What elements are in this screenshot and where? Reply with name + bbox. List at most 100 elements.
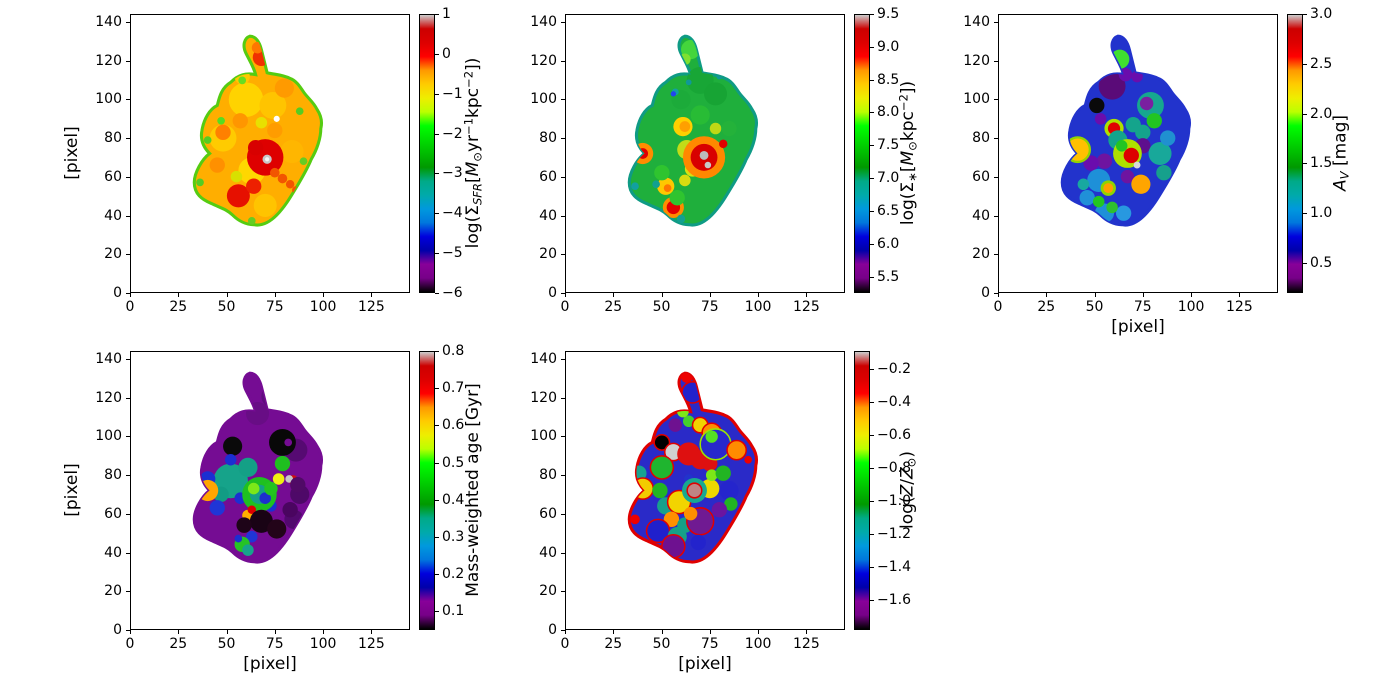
colorbar-tick-label: −0.8: [877, 460, 911, 477]
y-tick-label: 60: [539, 168, 557, 185]
colorbar-tick-label: 9.0: [877, 38, 900, 55]
plot-area-z: [565, 351, 845, 630]
y-tick-label: 100: [95, 428, 122, 445]
x-axis-label: [pixel]: [1111, 317, 1165, 337]
y-tick-mark: [126, 176, 130, 178]
x-tick-mark: [1191, 293, 1193, 297]
label-segment: kpc: [463, 87, 484, 118]
x-tick-mark: [371, 630, 373, 634]
colorbar-tick-mark: [435, 213, 439, 215]
label-segment: yr: [463, 134, 484, 153]
y-tick-mark: [994, 176, 998, 178]
label-segment: Z: [897, 467, 918, 480]
map-blobs: [1064, 49, 1176, 223]
y-tick-label: 20: [539, 583, 557, 600]
x-tick-label: 25: [169, 636, 188, 652]
colorbar-tick-mark: [870, 369, 874, 371]
y-tick-mark: [994, 60, 998, 62]
x-tick-label: 25: [604, 636, 623, 652]
y-tick-label: 120: [95, 52, 122, 69]
y-tick-mark: [994, 99, 998, 101]
colorbar-tick-label: 2.5: [1310, 55, 1333, 72]
y-tick-label: 140: [530, 13, 557, 30]
plot-area-mstar: [565, 14, 845, 293]
label-segment: −2: [461, 70, 476, 88]
x-tick-mark: [1094, 293, 1096, 297]
x-tick-mark: [806, 293, 808, 297]
colorbar-tick-mark: [870, 112, 874, 114]
x-tick-mark: [1239, 293, 1241, 297]
y-tick-label: 40: [972, 207, 990, 224]
x-tick-mark: [371, 293, 373, 297]
label-segment: /: [897, 479, 918, 485]
colorbar-sfr: [419, 14, 435, 293]
y-tick-mark: [561, 513, 565, 515]
y-tick-label: 100: [95, 91, 122, 108]
galaxy-silhouette: [192, 371, 324, 564]
label-segment: ⊙: [905, 141, 920, 151]
x-tick-mark: [806, 630, 808, 634]
y-tick-mark: [126, 21, 130, 23]
y-tick-mark: [126, 254, 130, 256]
x-tick-mark: [661, 630, 663, 634]
x-tick-label: 125: [793, 636, 820, 652]
colorbar-tick-label: 0.7: [442, 380, 465, 397]
colorbar-tick-label: 0.5: [442, 454, 465, 471]
x-tick-label: 50: [1085, 299, 1104, 315]
plot-area-age: [130, 351, 410, 630]
x-tick-mark: [323, 630, 325, 634]
label-segment: ]): [898, 80, 919, 95]
colorbar-tick-mark: [1303, 113, 1307, 115]
colorbar-tick-mark: [1303, 163, 1307, 165]
galaxy-map-av: [1060, 34, 1192, 227]
label-segment: −1: [461, 117, 476, 135]
y-tick-mark: [994, 215, 998, 217]
y-tick-label: 0: [981, 285, 990, 301]
y-tick-label: 140: [95, 350, 122, 367]
x-tick-mark: [130, 293, 131, 297]
y-tick-label: 120: [963, 52, 990, 69]
colorbar-tick-label: 9.5: [877, 6, 900, 22]
y-tick-mark: [561, 138, 565, 139]
y-tick-label: 100: [530, 91, 557, 108]
colorbar-tick-label: −5: [442, 245, 463, 262]
y-tick-mark: [126, 99, 130, 101]
y-tick-mark: [126, 358, 130, 360]
colorbar-tick-label: 0.5: [1310, 255, 1333, 272]
x-tick-mark: [226, 293, 228, 297]
x-axis-label: [pixel]: [678, 654, 732, 674]
colorbar-tick-mark: [870, 567, 874, 569]
colorbar-tick-mark: [870, 14, 874, 15]
y-tick-mark: [126, 293, 130, 294]
colorbar-z: [854, 351, 870, 630]
y-tick-mark: [561, 254, 565, 256]
y-tick-label: 40: [104, 544, 122, 561]
colorbar-label-sfr: log(ΣSFR[M⊙yr−1kpc−2]): [461, 58, 484, 249]
y-tick-mark: [126, 591, 130, 593]
y-tick-mark: [561, 358, 565, 360]
x-tick-label: 75: [700, 636, 719, 652]
colorbar-tick-label: 1: [442, 6, 451, 22]
y-tick-mark: [561, 60, 565, 62]
label-segment: ): [897, 451, 918, 458]
colorbar-tick-label: 1.0: [1310, 205, 1333, 222]
colorbar-tick-label: 0.4: [442, 491, 465, 508]
y-tick-mark: [561, 552, 565, 554]
colorbar-tick-mark: [870, 178, 874, 180]
y-tick-label: 40: [539, 207, 557, 224]
y-tick-label: 40: [104, 207, 122, 224]
y-tick-label: 80: [539, 467, 557, 483]
colorbar-tick-mark: [435, 574, 439, 576]
label-segment: log(Σ: [463, 205, 484, 249]
x-tick-label: 100: [744, 636, 772, 652]
y-tick-mark: [126, 138, 130, 139]
x-tick-label: 100: [744, 299, 772, 315]
galaxy-map-sfr: [192, 34, 324, 227]
colorbar-tick-mark: [870, 534, 874, 536]
galaxy-map-z: [627, 371, 759, 564]
colorbar-tick-label: 6.0: [877, 235, 900, 252]
y-tick-mark: [126, 513, 130, 515]
colorbar-tick-label: 6.5: [877, 202, 900, 219]
label-segment: SFR: [470, 183, 485, 206]
x-tick-label: 25: [1037, 299, 1056, 315]
